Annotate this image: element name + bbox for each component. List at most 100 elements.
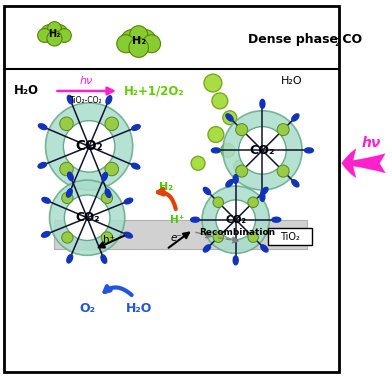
Text: H₂O: H₂O (125, 302, 152, 315)
Ellipse shape (191, 217, 200, 222)
Ellipse shape (211, 148, 220, 153)
Text: hν: hν (362, 136, 381, 150)
Bar (4, 6, 339, 372)
Circle shape (38, 29, 51, 42)
Circle shape (212, 93, 228, 109)
Circle shape (130, 26, 148, 44)
Text: CO₂: CO₂ (75, 211, 100, 224)
Circle shape (234, 160, 246, 172)
Ellipse shape (38, 124, 47, 130)
Circle shape (60, 117, 73, 130)
Ellipse shape (67, 172, 73, 181)
Text: H₂: H₂ (159, 182, 173, 192)
Circle shape (121, 29, 144, 53)
Ellipse shape (203, 187, 211, 195)
Ellipse shape (226, 114, 233, 121)
Circle shape (204, 74, 222, 92)
Ellipse shape (124, 232, 132, 238)
Text: H₂O: H₂O (14, 84, 39, 98)
Circle shape (62, 232, 73, 243)
Text: CO₂: CO₂ (250, 144, 275, 157)
Ellipse shape (132, 125, 140, 130)
Circle shape (51, 25, 68, 41)
Text: H₂: H₂ (48, 28, 61, 39)
Ellipse shape (233, 256, 238, 265)
Text: H₂: H₂ (132, 36, 146, 46)
Ellipse shape (42, 197, 50, 203)
Circle shape (134, 29, 156, 51)
Text: CO₂: CO₂ (225, 215, 246, 225)
Text: TiO₂-CO₂: TiO₂-CO₂ (70, 96, 102, 105)
Circle shape (101, 192, 113, 204)
Ellipse shape (226, 180, 233, 187)
Circle shape (129, 38, 149, 57)
Ellipse shape (260, 99, 265, 108)
Ellipse shape (105, 189, 111, 197)
Ellipse shape (67, 95, 73, 104)
Circle shape (105, 162, 118, 176)
Circle shape (58, 29, 71, 42)
Text: hν: hν (80, 76, 93, 86)
Circle shape (277, 124, 289, 136)
Circle shape (62, 192, 73, 204)
Circle shape (248, 232, 258, 242)
Circle shape (221, 143, 235, 157)
Circle shape (239, 127, 286, 174)
Ellipse shape (67, 189, 72, 197)
Circle shape (143, 35, 161, 53)
Ellipse shape (261, 187, 268, 195)
Text: O₂: O₂ (79, 302, 95, 315)
Ellipse shape (292, 180, 299, 187)
Circle shape (101, 232, 113, 243)
Circle shape (202, 186, 269, 253)
Circle shape (117, 35, 135, 53)
Circle shape (213, 232, 223, 242)
Circle shape (213, 197, 223, 208)
Ellipse shape (101, 255, 107, 263)
Bar (54, 220, 307, 249)
Circle shape (216, 200, 256, 240)
Text: CO₂: CO₂ (75, 139, 103, 153)
Circle shape (64, 195, 110, 240)
Text: H⁺: H⁺ (171, 215, 185, 225)
Circle shape (277, 165, 289, 177)
Ellipse shape (272, 217, 281, 222)
Circle shape (223, 111, 302, 190)
Text: h⁺: h⁺ (103, 234, 115, 245)
Ellipse shape (203, 245, 211, 252)
Ellipse shape (102, 172, 107, 181)
Text: TiO₂: TiO₂ (280, 232, 300, 242)
Ellipse shape (260, 192, 265, 201)
Ellipse shape (42, 232, 50, 237)
Circle shape (105, 117, 118, 130)
Ellipse shape (38, 163, 47, 168)
Circle shape (236, 165, 248, 177)
Circle shape (248, 197, 258, 208)
Text: H₂O: H₂O (281, 76, 303, 86)
Ellipse shape (305, 148, 314, 153)
FancyBboxPatch shape (269, 228, 312, 245)
Ellipse shape (233, 175, 238, 184)
Circle shape (208, 127, 224, 143)
Circle shape (41, 25, 58, 42)
Circle shape (191, 156, 205, 170)
Circle shape (64, 121, 115, 172)
Circle shape (49, 180, 125, 256)
Circle shape (60, 162, 73, 176)
Circle shape (236, 124, 248, 136)
Circle shape (45, 103, 133, 190)
Ellipse shape (106, 96, 112, 104)
Ellipse shape (67, 254, 73, 263)
Ellipse shape (131, 163, 140, 169)
Text: H₂+1/2O₂: H₂+1/2O₂ (124, 84, 184, 98)
Ellipse shape (261, 245, 268, 252)
Text: Dense phase CO: Dense phase CO (248, 33, 362, 46)
Circle shape (47, 31, 62, 46)
Text: e⁻: e⁻ (171, 232, 182, 243)
Ellipse shape (292, 114, 299, 121)
Text: 2: 2 (335, 39, 341, 48)
Circle shape (47, 22, 62, 36)
Text: Recombination: Recombination (200, 228, 276, 237)
Ellipse shape (124, 198, 133, 204)
Circle shape (223, 111, 237, 125)
